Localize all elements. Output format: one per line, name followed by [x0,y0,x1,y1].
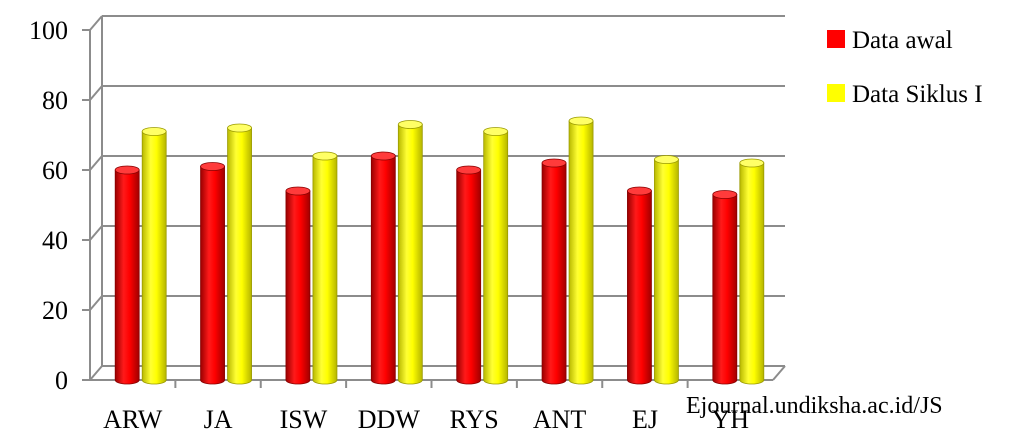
gridline-depth [89,365,103,381]
x-category-label: YH [712,405,750,434]
bar-cap [397,120,423,129]
bar-cap [627,186,652,196]
y-tick-label: 100 [29,16,68,45]
gridline-depth [89,85,103,101]
legend: Data awal Data Siklus I [827,27,983,108]
bar-body [312,155,338,385]
gridline-depth [89,295,103,311]
bars [114,116,765,385]
bar-data-awal-ej [627,186,652,385]
bar-cap [114,165,140,175]
bar-body [456,169,482,385]
y-axis-ticks: 0 20 40 60 80 100 [29,16,90,395]
bar-body [114,169,140,385]
gridlines [89,15,785,381]
bar-body [227,127,252,385]
x-category-label: JA [204,405,233,434]
bar-body [739,162,765,385]
bar-body [541,162,567,385]
bar-cap [200,162,225,171]
gridline-depth [89,225,103,241]
x-category-label: RYS [450,405,499,434]
floor-edge [772,365,786,381]
bar-data-awal-yh [712,190,738,385]
y-tick-label: 60 [42,156,68,185]
bar-data-awal-arw [114,165,140,385]
legend-label-data-awal: Data awal [852,27,953,54]
bar-body [200,166,225,385]
bar-body [397,124,423,385]
bar-cap [227,123,252,133]
bar-body [568,120,594,385]
bar-cap [712,190,738,199]
y-tick-label: 20 [42,296,68,325]
bar-data-siklus-ant [568,116,594,385]
bar-cap [141,127,167,136]
bar-cap [739,158,765,168]
bar-data-siklus-ddw [397,120,423,385]
bar-data-siklus-ej [654,155,679,385]
bar-data-siklus-arw [141,127,167,385]
bar-cap [654,155,679,164]
y-tick-label: 0 [55,366,68,395]
legend-swatch-data-siklus [827,84,845,102]
bar-body [654,159,679,385]
x-category-label: ARW [103,405,163,434]
bar-data-siklus-yh [739,158,765,385]
x-category-label: ISW [280,405,328,434]
bar-cap [285,186,311,196]
bar-data-awal-isw [285,186,311,385]
bar-cap [483,127,509,136]
bar-data-siklus-ja [227,123,252,385]
bar-cap [568,116,594,126]
bar-cap [370,151,396,161]
gridline-depth [89,155,103,171]
x-axis-labels: ARW JA ISW DDW RYS ANT EJ YH [103,380,749,434]
legend-label-data-siklus: Data Siklus I [852,81,983,108]
gridline-depth [89,15,103,31]
bar-body [483,131,509,385]
bar-data-awal-ant [541,158,567,385]
bar-data-awal-rys [456,165,482,385]
watermark-text: Ejournal.undiksha.ac.id/JS [686,393,943,419]
bar-data-siklus-rys [483,127,509,385]
bar-data-siklus-isw [312,151,338,385]
bar-body [285,190,311,385]
x-category-label: ANT [533,405,587,434]
y-tick-label: 80 [42,86,68,115]
legend-swatch-data-awal [827,30,845,48]
bar-cap [312,151,338,161]
bar-data-awal-ja [200,162,225,385]
bar-data-awal-ddw [370,151,396,385]
x-category-label: EJ [632,405,658,434]
bar-cap [456,165,482,175]
x-category-label: DDW [358,405,421,434]
bar-body [627,190,652,385]
bar-body [712,194,738,385]
bar-body [370,155,396,385]
axes [89,16,786,381]
bar-body [141,131,167,385]
y-tick-label: 40 [42,226,68,255]
bar-cap [541,158,567,168]
